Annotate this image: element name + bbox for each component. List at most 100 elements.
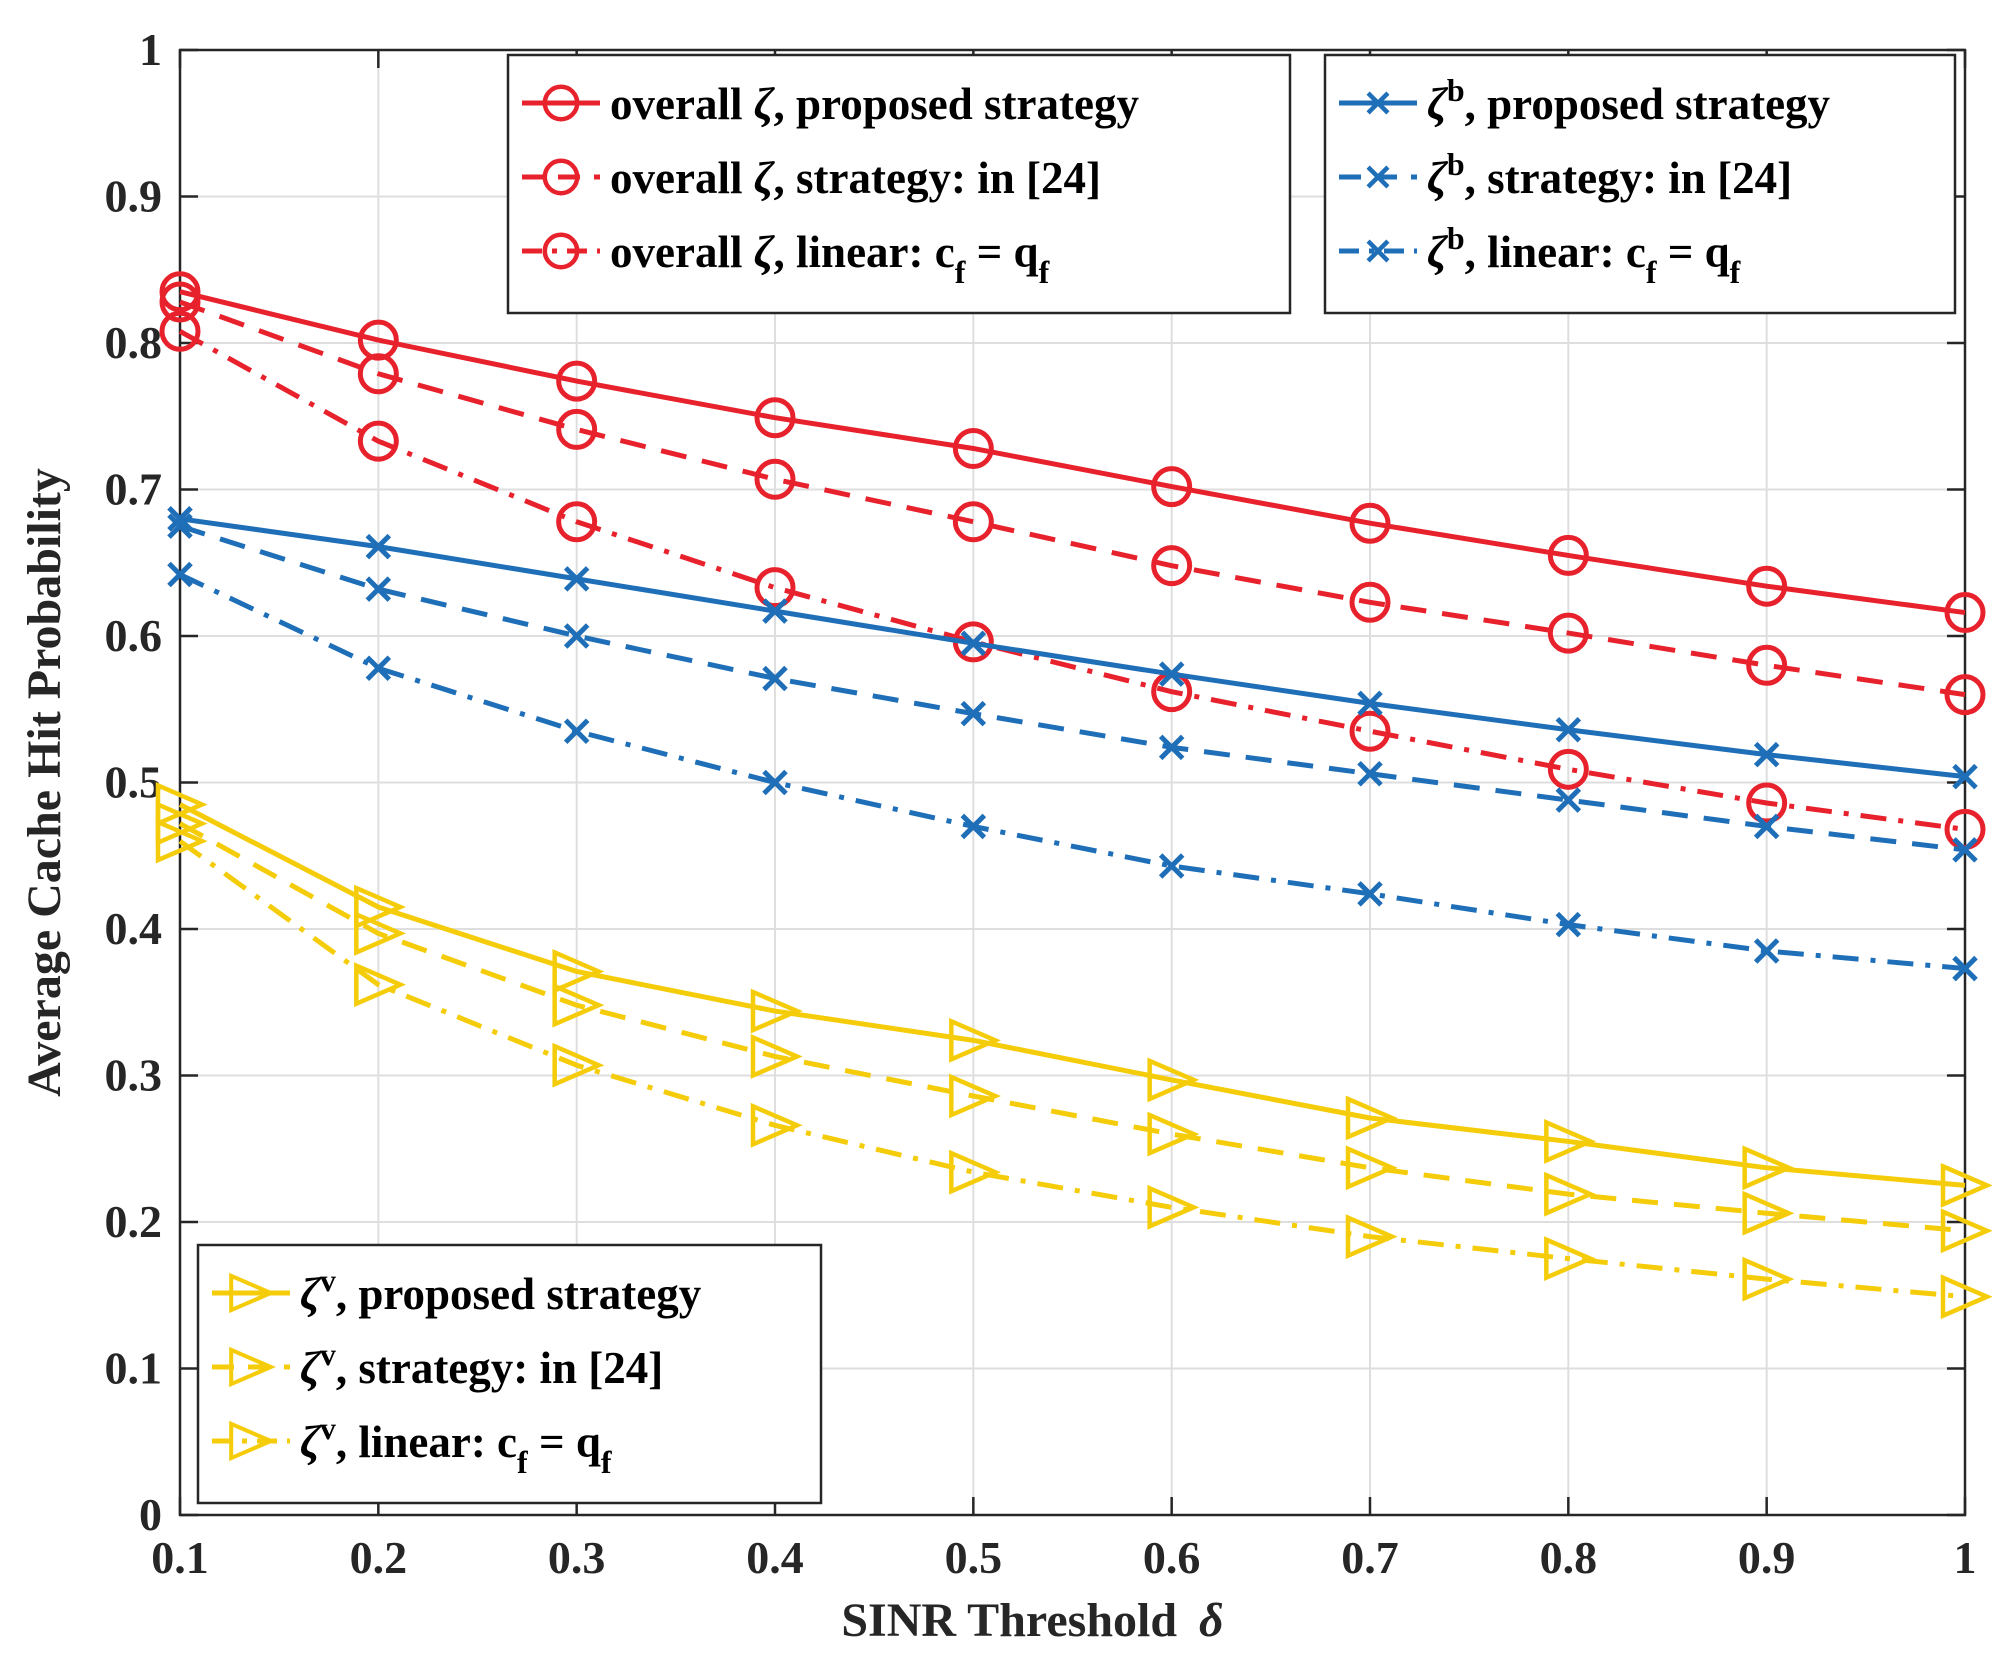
y-tick-label: 1 bbox=[139, 24, 162, 75]
series-zb-linear bbox=[167, 561, 1978, 982]
x-axis-title-text: SINR Threshold bbox=[841, 1594, 1177, 1647]
y-tick-label: 0.8 bbox=[105, 317, 163, 368]
y-tick-label: 0.4 bbox=[105, 903, 163, 954]
series-layer bbox=[155, 271, 1993, 1320]
y-tick-label: 0 bbox=[139, 1489, 162, 1540]
data-point-x bbox=[1357, 760, 1383, 787]
legend-label: ζv, linear: cf = qf bbox=[300, 1410, 612, 1480]
data-point-circle bbox=[1349, 502, 1391, 544]
series-line-zb-linear bbox=[178, 572, 1966, 972]
data-point-triangle bbox=[229, 1420, 276, 1462]
legend-label: overall ζ, linear: cf = qf bbox=[610, 227, 1050, 290]
data-point-x bbox=[1158, 734, 1185, 761]
data-point-circle bbox=[1746, 644, 1788, 686]
legend-box bbox=[1323, 53, 1957, 315]
data-point-triangle bbox=[229, 1346, 276, 1388]
legend-overall: overall ζ, proposed strategy overall ζ, s… bbox=[506, 53, 1292, 315]
data-point-circle bbox=[1349, 581, 1391, 623]
data-point-triangle bbox=[229, 1272, 276, 1314]
data-point-triangle bbox=[1544, 1171, 1597, 1217]
series-zb-ref24 bbox=[167, 513, 1978, 863]
data-point-triangle bbox=[354, 910, 407, 956]
series-line-zv-linear bbox=[178, 839, 1966, 1300]
data-point-x bbox=[1753, 741, 1780, 768]
data-point-x bbox=[1158, 853, 1185, 879]
data-point-x bbox=[1555, 911, 1582, 938]
legend-box bbox=[196, 1243, 823, 1505]
data-point-circle bbox=[556, 408, 598, 450]
data-point-x bbox=[1555, 716, 1582, 743]
x-tick-label: 0.4 bbox=[746, 1532, 804, 1583]
data-point-x bbox=[563, 623, 590, 649]
x-tick-label: 0.9 bbox=[1738, 1532, 1796, 1583]
data-point-circle bbox=[556, 501, 598, 543]
data-point-circle bbox=[159, 281, 201, 323]
data-point-circle bbox=[1151, 466, 1193, 508]
data-point-triangle bbox=[354, 962, 407, 1008]
series-overall-proposed bbox=[159, 271, 1986, 634]
data-point-x bbox=[762, 665, 788, 692]
data-point-triangle bbox=[1742, 1190, 1795, 1236]
data-point-x bbox=[365, 655, 392, 681]
data-point-triangle bbox=[1940, 1162, 1993, 1208]
data-point-circle bbox=[357, 420, 399, 462]
x-tick-label: 0.6 bbox=[1143, 1532, 1201, 1583]
series-zv-linear bbox=[155, 818, 1993, 1320]
data-point-triangle bbox=[1940, 1274, 1993, 1320]
legend-box bbox=[506, 53, 1292, 315]
x-tick-label: 0.7 bbox=[1341, 1532, 1399, 1583]
data-point-x bbox=[762, 769, 788, 796]
data-point-x bbox=[960, 700, 987, 727]
y-tick-label: 0.6 bbox=[105, 610, 163, 661]
series-line-zv-ref24 bbox=[178, 821, 1966, 1234]
legend-zeta-v: ζv, proposed strategy ζv, strategy: in [2… bbox=[196, 1243, 823, 1505]
legend-zeta-b: ζb, proposed strategy ζb, strategy: in [2… bbox=[1323, 53, 1957, 315]
data-point-x bbox=[1158, 661, 1185, 687]
legend-label: overall ζ, proposed strategy bbox=[610, 79, 1139, 129]
y-tick-label: 0.2 bbox=[105, 1196, 163, 1247]
legend-layer: overall ζ, proposed strategy overall ζ, s… bbox=[196, 53, 1957, 1505]
data-point-circle bbox=[159, 310, 201, 352]
data-point-x bbox=[563, 718, 590, 744]
legend-label: overall ζ, strategy: in [24] bbox=[610, 153, 1101, 203]
data-point-triangle bbox=[750, 1102, 803, 1148]
series-zv-proposed bbox=[155, 782, 1993, 1208]
x-tick-label: 0.5 bbox=[945, 1532, 1003, 1583]
series-zb-proposed bbox=[167, 506, 1978, 790]
data-point-circle bbox=[1151, 545, 1193, 587]
data-point-x bbox=[1366, 239, 1390, 263]
data-point-triangle bbox=[1147, 1111, 1200, 1157]
y-tick-label: 0.9 bbox=[105, 171, 163, 222]
data-point-x bbox=[1952, 837, 1978, 863]
data-point-x bbox=[762, 598, 788, 624]
data-point-circle bbox=[1746, 782, 1788, 824]
data-point-x bbox=[365, 533, 392, 560]
data-point-circle bbox=[1547, 748, 1589, 790]
data-point-circle bbox=[357, 353, 399, 395]
series-line-overall-linear bbox=[178, 329, 1966, 832]
data-point-circle bbox=[556, 360, 598, 402]
data-point-x bbox=[960, 630, 987, 657]
x-tick-label: 0.1 bbox=[151, 1532, 209, 1583]
data-point-triangle bbox=[155, 818, 208, 864]
y-tick-label: 0.5 bbox=[105, 757, 163, 808]
x-axis-title: SINR Threshold δ bbox=[841, 1594, 1223, 1647]
data-point-triangle bbox=[1345, 1214, 1398, 1260]
data-point-triangle bbox=[552, 1042, 605, 1088]
axis-ticks: 0.1 0.2 0.3 0.4 0.5 0.6 0.7 0.8 0.9 100.10.20.30.… bbox=[105, 24, 1977, 1583]
series-line-zb-ref24 bbox=[179, 523, 1966, 853]
data-point-circle bbox=[952, 501, 994, 543]
y-tick-label: 0.1 bbox=[105, 1343, 163, 1394]
data-point-triangle bbox=[949, 1149, 1002, 1195]
data-point-triangle bbox=[1544, 1236, 1597, 1282]
data-point-x bbox=[1753, 813, 1780, 840]
data-point-triangle bbox=[750, 988, 803, 1034]
data-point-triangle bbox=[949, 1073, 1002, 1119]
data-point-x bbox=[1357, 690, 1383, 717]
data-point-circle bbox=[1547, 534, 1589, 576]
data-point-triangle bbox=[1940, 1208, 1993, 1254]
data-point-x bbox=[1753, 938, 1780, 964]
data-point-x bbox=[563, 566, 590, 592]
legend-label: ζb, strategy: in [24] bbox=[1427, 146, 1792, 203]
